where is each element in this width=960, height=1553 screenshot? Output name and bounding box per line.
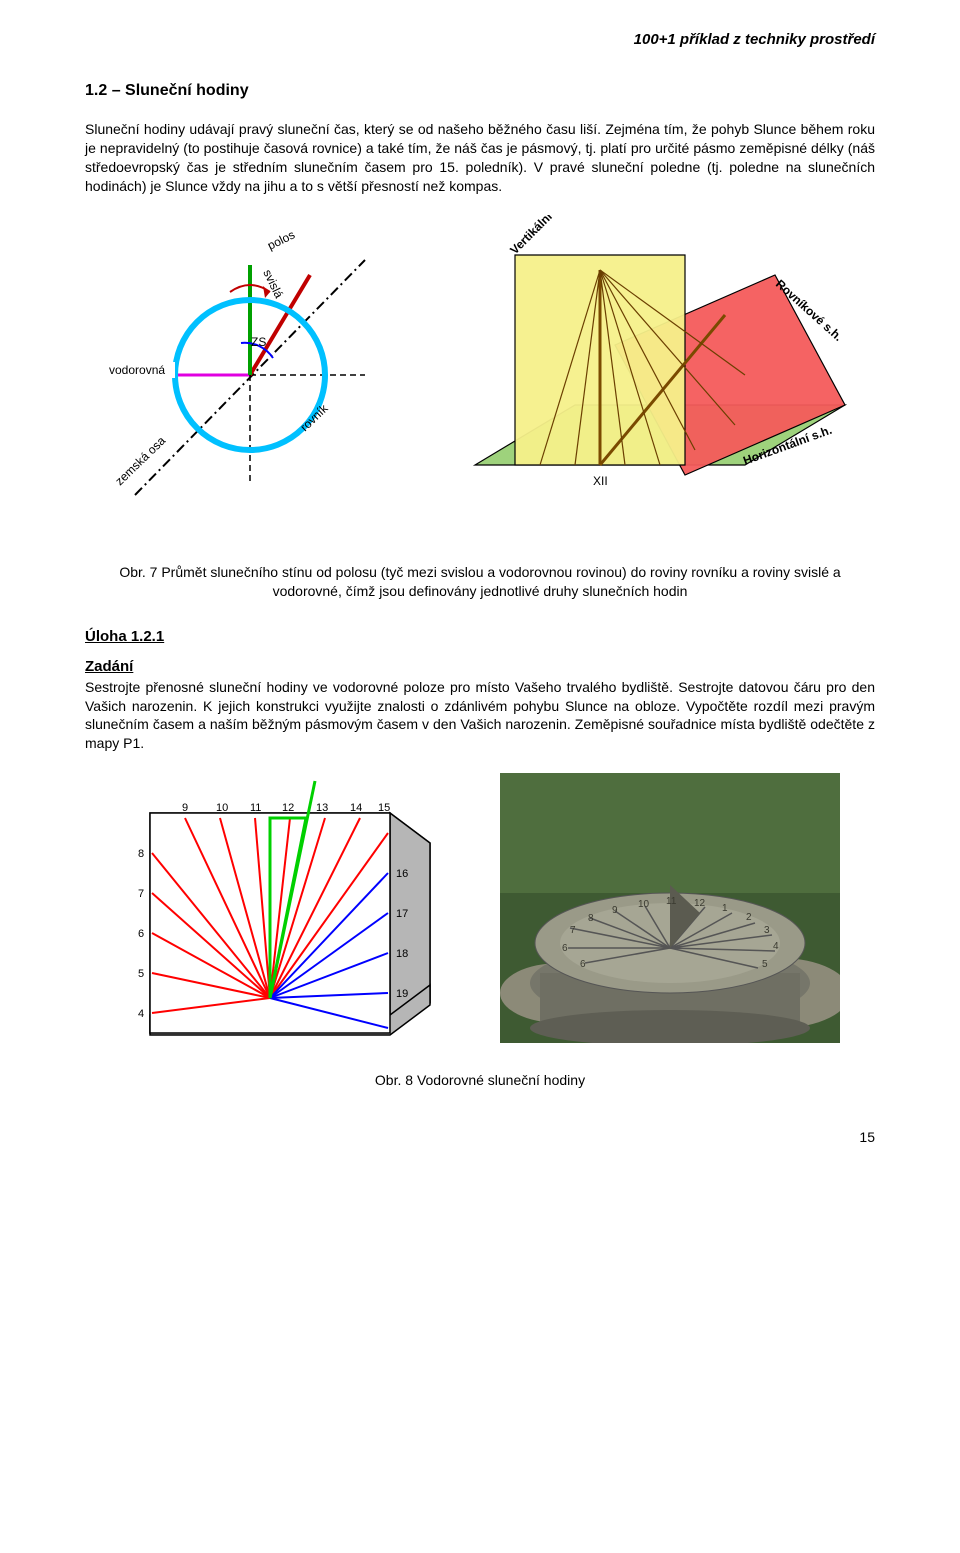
hour-12: 12 <box>282 802 294 814</box>
dial-7: 7 <box>570 925 576 936</box>
section-title: 1.2 – Sluneční hodiny <box>85 80 875 102</box>
label-zemska-osa: zemská osa <box>112 434 168 489</box>
dial-6b: 6 <box>580 959 586 970</box>
hour-11: 11 <box>250 802 261 814</box>
task-text: Sestrojte přenosné sluneční hodiny ve vo… <box>85 679 875 752</box>
dial-3: 3 <box>764 925 770 936</box>
hour-19: 19 <box>396 988 408 1000</box>
label-vodorovna: vodorovná <box>109 363 165 377</box>
task-label: Zadání <box>85 658 133 675</box>
hour-6: 6 <box>138 928 144 940</box>
hour-10: 10 <box>216 802 228 814</box>
hour-4: 4 <box>138 1008 144 1020</box>
figure-8-left-diagram: 9 10 11 12 13 14 15 8 7 6 5 4 16 17 18 1… <box>120 773 460 1043</box>
task-number: Úloha 1.2.1 <box>85 627 875 647</box>
dial-2: 2 <box>746 912 752 923</box>
hour-9: 9 <box>182 802 188 814</box>
label-rovnik: rovník <box>297 401 331 434</box>
dial-12: 12 <box>694 898 706 909</box>
figure-7: polos svislá vodorovná ZS rovník zemská … <box>85 215 875 535</box>
hour-7: 7 <box>138 888 144 900</box>
dial-4: 4 <box>773 941 779 952</box>
label-polos: polos <box>265 228 297 253</box>
dial-5: 5 <box>762 959 768 970</box>
label-zs: ZS <box>251 335 266 349</box>
dial-10: 10 <box>638 899 650 910</box>
figure-7-caption: Obr. 7 Průmět slunečního stínu od polosu… <box>110 563 850 601</box>
hour-5: 5 <box>138 968 144 980</box>
label-xii: XII <box>593 474 608 488</box>
label-vertikalni: Vertikální s.h. <box>507 215 572 257</box>
dial-6a: 6 <box>562 943 568 954</box>
dial-1: 1 <box>722 903 728 914</box>
figure-8: 9 10 11 12 13 14 15 8 7 6 5 4 16 17 18 1… <box>85 773 875 1043</box>
hour-18: 18 <box>396 948 408 960</box>
hour-14: 14 <box>350 802 362 814</box>
figure-7-right-diagram: XII Vertikální s.h. Rovníkové s.h. Horiz… <box>445 215 865 535</box>
running-header: 100+1 příklad z techniky prostředí <box>85 30 875 50</box>
figure-8-caption: Obr. 8 Vodorovné sluneční hodiny <box>110 1071 850 1090</box>
hour-16: 16 <box>396 868 408 880</box>
figure-7-left-diagram: polos svislá vodorovná ZS rovník zemská … <box>95 220 405 530</box>
hour-8: 8 <box>138 848 144 860</box>
hour-17: 17 <box>396 908 408 920</box>
hour-15: 15 <box>378 802 390 814</box>
intro-paragraph: Sluneční hodiny udávají pravý sluneční č… <box>85 120 875 196</box>
hour-13: 13 <box>316 802 328 814</box>
dial-11: 11 <box>666 896 677 907</box>
dial-8: 8 <box>588 913 594 924</box>
label-svisla: svislá <box>260 268 286 301</box>
page-number: 15 <box>85 1128 875 1147</box>
figure-8-right-photo: 6 7 8 9 10 11 12 1 2 3 4 5 6 <box>500 773 840 1043</box>
dial-9: 9 <box>612 905 618 916</box>
task-block: Zadání Sestrojte přenosné sluneční hodin… <box>85 657 875 753</box>
